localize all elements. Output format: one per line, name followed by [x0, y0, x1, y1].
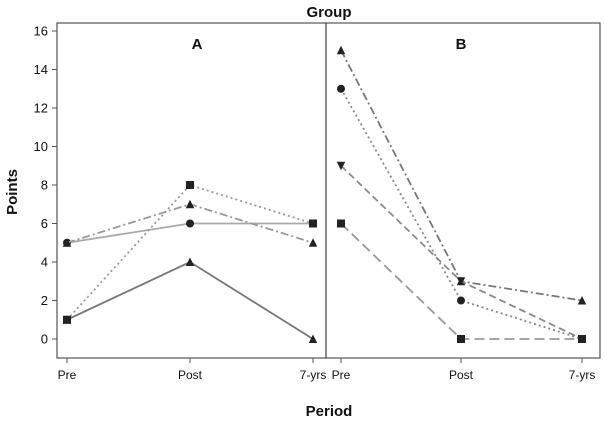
data-point [336, 84, 345, 93]
y-tick-label: 10 [34, 139, 48, 154]
x-tick-label: 7-yrs [569, 368, 596, 382]
series-line [340, 49, 583, 302]
panel-b-series [336, 45, 587, 344]
data-point [63, 315, 72, 324]
y-axis: 0 2 4 6 8 10 12 14 16 [34, 24, 57, 347]
data-point [578, 334, 587, 343]
series-line [66, 183, 314, 321]
panel-a-series [62, 180, 318, 344]
panel-b-frame [325, 22, 601, 359]
panel-a-frame [56, 22, 327, 359]
data-point [308, 219, 317, 228]
series-line [66, 260, 314, 340]
chart-title: Group [307, 4, 352, 21]
y-axis-title: Points [4, 169, 21, 215]
series-line [340, 88, 583, 340]
series-line [340, 165, 583, 340]
data-point [456, 296, 465, 305]
data-point [577, 296, 587, 305]
series-layer [62, 45, 587, 344]
y-tick-label: 4 [41, 255, 48, 270]
y-tick-label: 2 [41, 293, 48, 308]
data-point [185, 257, 195, 267]
y-tick-label: 16 [34, 24, 48, 39]
data-point [456, 334, 465, 343]
data-point [336, 219, 345, 228]
x-axis-title: Period [306, 403, 353, 420]
data-point [336, 45, 346, 55]
data-point [308, 238, 318, 247]
y-tick-label: 6 [41, 216, 48, 231]
x-axis: Pre Post 7-yrs Pre Post 7-yrs [58, 358, 596, 382]
data-point [308, 334, 318, 344]
x-tick-label: 7-yrs [300, 368, 327, 382]
panel-b-title: B [456, 36, 467, 53]
y-tick-label: 0 [41, 332, 48, 347]
data-point [185, 180, 194, 189]
panel-a-title: A [192, 36, 203, 53]
data-point [62, 238, 72, 247]
data-point [185, 219, 194, 228]
x-tick-label: Post [178, 368, 203, 382]
x-tick-label: Post [449, 368, 474, 382]
y-tick-label: 8 [41, 178, 48, 193]
y-tick-label: 14 [34, 62, 48, 77]
x-tick-label: Pre [58, 368, 77, 382]
data-point [456, 277, 466, 286]
y-tick-label: 12 [34, 101, 48, 116]
x-tick-label: Pre [332, 368, 351, 382]
data-point [185, 199, 195, 209]
data-point [336, 161, 346, 171]
